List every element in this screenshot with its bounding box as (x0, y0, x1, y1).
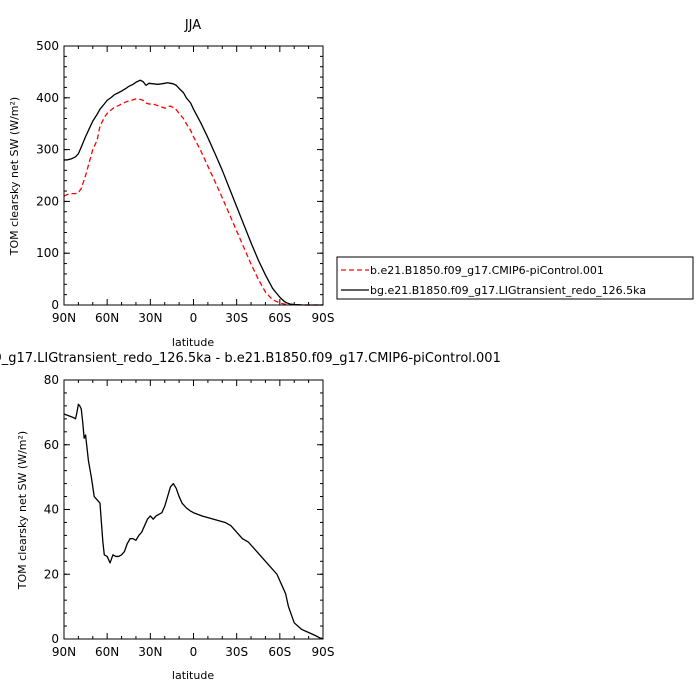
chart-1-x-axis-label: latitude (172, 336, 214, 349)
x-tick-label: 60N (95, 311, 119, 325)
x-tick-label: 30N (138, 311, 162, 325)
x-tick-label: 60N (95, 645, 119, 659)
chart-1-legend: b.e21.B1850.f09_g17.CMIP6-piControl.001 … (336, 256, 694, 300)
chart-1-series-layer (63, 79, 323, 306)
x-tick-label: 30S (225, 311, 248, 325)
chart-1-title: JJA (184, 18, 201, 33)
y-tick-label: 0 (51, 632, 59, 646)
x-tick-label: 90S (312, 311, 335, 325)
y-tick-label: 300 (36, 143, 59, 157)
chart-2-title: bg.e21.B1850.f09_g17.LIGtransient_redo_1… (0, 351, 501, 366)
chart-1-series-line-0 (63, 98, 323, 306)
x-tick-label: 90N (52, 645, 76, 659)
x-tick-label: 90S (312, 645, 335, 659)
chart-2-series-line-0 (63, 403, 324, 640)
plot-frame (63, 379, 324, 640)
y-tick-label: 200 (36, 194, 59, 208)
chart-difference: bg.e21.B1850.f09_g17.LIGtransient_redo_1… (0, 351, 501, 682)
y-tick-label: 100 (36, 246, 59, 260)
chart-2-y-axis-label: TOM clearsky net SW (W/m²) (16, 431, 29, 590)
plot-frame (63, 45, 324, 306)
x-tick-label: 30N (138, 645, 162, 659)
x-tick-label: 0 (190, 311, 198, 325)
y-tick-label: 500 (36, 39, 59, 53)
y-tick-label: 60 (44, 438, 59, 452)
chart-jja: JJA 90N 60N 30N 0 30S 60S 90S0100200300400500 … (8, 18, 694, 349)
x-tick-label: 60S (268, 311, 291, 325)
y-tick-label: 40 (44, 503, 59, 517)
x-tick-label: 0 (190, 645, 198, 659)
chart-1-y-axis-label: TOM clearsky net SW (W/m²) (8, 97, 21, 256)
y-tick-label: 20 (44, 567, 59, 581)
y-tick-label: 400 (36, 91, 59, 105)
chart-1-series-line-1 (64, 79, 323, 306)
x-tick-label: 90N (52, 311, 76, 325)
legend-label-lig-transient: bg.e21.B1850.f09_g17.LIGtransient_redo_1… (370, 284, 646, 297)
x-tick-label: 60S (268, 645, 291, 659)
chart-2-x-axis-label: latitude (172, 669, 214, 682)
chart-2-series-layer (63, 403, 324, 640)
y-tick-label: 80 (44, 373, 59, 387)
chart-1-axes: 90N 60N 30N 0 30S 60S 90S 0 100 200 300 400 500 (36, 39, 334, 325)
legend-label-pi-control: b.e21.B1850.f09_g17.CMIP6-piControl.001 (370, 264, 604, 277)
chart-2-axes: 90N 60N 30N 0 30S 60S 90S 0 20 40 60 80 (44, 373, 335, 659)
legend-box (336, 256, 694, 300)
y-tick-label: 0 (51, 298, 59, 312)
x-tick-label: 30S (225, 645, 248, 659)
